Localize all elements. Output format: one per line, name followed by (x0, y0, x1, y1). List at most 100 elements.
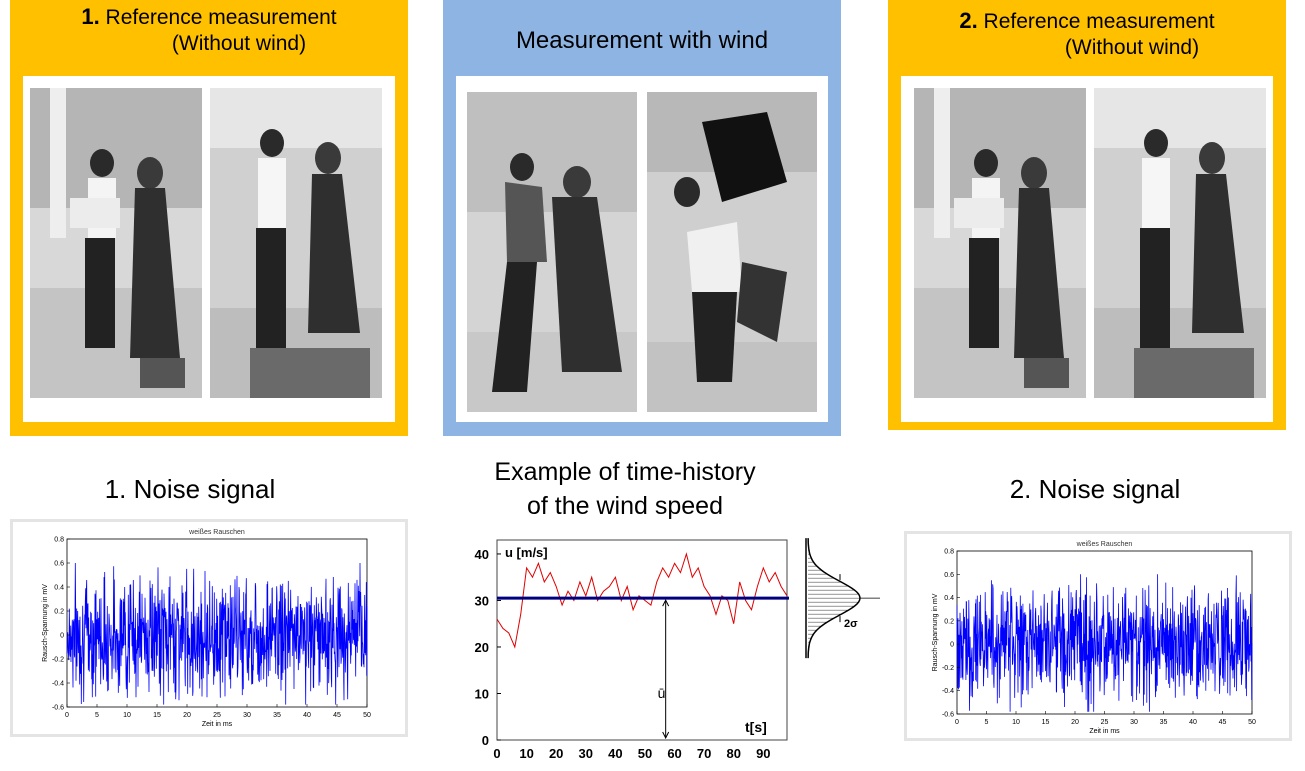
x-tick-label: 30 (579, 746, 593, 761)
noise-chart-1: weißes Rauschen 0 5 10 15 20 25 30 35 40 45 50 -0.6 -… (10, 519, 408, 737)
plot-area (496, 539, 788, 741)
x-axis-label: Zeit in ms (202, 721, 233, 728)
wind-photo-right (647, 92, 817, 412)
noise-signal-2-heading: 2. Noise signal (1009, 474, 1181, 504)
y-tick-label: -0.6 (52, 705, 64, 712)
x-axis-label: t[s] (745, 719, 767, 735)
x-tick-label: 15 (1042, 719, 1050, 726)
reference-2-line1: Reference measurement (983, 10, 1215, 33)
x-tick-label: 25 (213, 712, 221, 719)
x-tick-label: 35 (1160, 719, 1168, 726)
x-tick-label: 10 (123, 712, 131, 719)
x-tick-label: 30 (1130, 719, 1138, 726)
x-tick-label: 20 (549, 746, 563, 761)
photo-still-standing-couple (1094, 88, 1266, 398)
mean-arrow-head-down (662, 731, 670, 740)
wind-speed-chart: 0 10 20 30 40 0 10 20 30 40 50 60 70 80 90 u [m/s] t[s] ū… (460, 530, 880, 766)
y-tick-label: 0.4 (944, 595, 954, 602)
noise-series (66, 562, 368, 705)
x-tick-label: 15 (153, 712, 161, 719)
x-tick-label: 60 (667, 746, 681, 761)
y-axis-label: Rausch-Spannung in mV (932, 593, 939, 671)
x-axis-label: Zeit in ms (1089, 728, 1120, 735)
y-tick-label: 10 (475, 686, 489, 701)
wind-speed-chart-svg: 0 10 20 30 40 0 10 20 30 40 50 60 70 80 90 u [m/s] t[s] ū… (475, 537, 880, 761)
distribution-hatch (808, 537, 860, 659)
photo-windblown-couple (647, 92, 817, 412)
reference-1-photo-right (210, 88, 382, 398)
x-tick-label: 40 (608, 746, 622, 761)
reference-1-title: 1. Reference measurement (Without wind) (10, 4, 408, 57)
x-tick-label: 5 (95, 712, 99, 719)
y-tick-label: 40 (475, 547, 489, 562)
y-tick-label: 0.4 (54, 585, 64, 592)
reference-2-photo-right (1094, 88, 1266, 398)
y-tick-label: 20 (475, 640, 489, 655)
x-tick-label: 20 (183, 712, 191, 719)
photo-still-standing-couple (30, 88, 202, 398)
x-tick-label: 20 (1071, 719, 1079, 726)
x-tick-label: 45 (333, 712, 341, 719)
wind-speed-heading: Example of time-history of the wind spee… (440, 455, 810, 523)
sigma-label: 2σ (844, 618, 858, 630)
reference-panel-2: 2. Reference measurement (Without wind) (888, 0, 1286, 430)
x-tick-label: 40 (1189, 719, 1197, 726)
wind-photo-left (467, 92, 637, 412)
y-tick-label: 0.2 (944, 618, 954, 625)
wind-measurement-panel: Measurement with wind (443, 0, 841, 436)
photo-still-standing-couple (210, 88, 382, 398)
x-tick-label: 40 (303, 712, 311, 719)
reference-2-line2: (Without wind) (1064, 36, 1200, 59)
wind-speed-series (496, 552, 788, 649)
reference-2-number: 2. (959, 8, 978, 33)
reference-1-number: 1. (81, 4, 100, 29)
reference-1-photo-left (30, 88, 202, 398)
y-tick-label: 0.8 (54, 537, 64, 544)
y-tick-label: 30 (475, 593, 489, 608)
reference-1-line1: Reference measurement (105, 6, 337, 29)
x-tick-label: 10 (519, 746, 533, 761)
reference-panel-1: 1. Reference measurement (Without wind) (10, 0, 408, 436)
x-tick-label: 80 (727, 746, 741, 761)
reference-1-line2: (Without wind) (171, 32, 307, 55)
photo-still-standing-couple (914, 88, 1086, 398)
wind-panel-title: Measurement with wind (515, 27, 769, 54)
x-tick-label: 35 (273, 712, 281, 719)
y-tick-label: -0.6 (942, 712, 954, 719)
x-tick-label: 0 (955, 719, 959, 726)
chart-title: weißes Rauschen (188, 529, 245, 536)
x-tick-label: 10 (1012, 719, 1020, 726)
y-tick-label: 0 (950, 642, 954, 649)
x-tick-label: 70 (697, 746, 711, 761)
x-tick-label: 45 (1219, 719, 1227, 726)
y-tick-label: 0.8 (944, 549, 954, 556)
x-tick-label: 90 (756, 746, 770, 761)
x-tick-label: 25 (1101, 719, 1109, 726)
photo-windblown-couple (467, 92, 637, 412)
x-tick-label: 50 (638, 746, 652, 761)
x-tick-label: 5 (985, 719, 989, 726)
noise-series (956, 574, 1253, 712)
x-tick-label: 0 (65, 712, 69, 719)
y-axis-label: u [m/s] (505, 545, 548, 560)
y-tick-label: -0.4 (52, 681, 64, 688)
y-axis-label: Rausch-Spannung in mV (42, 584, 49, 662)
y-tick-label: 0.6 (54, 561, 64, 568)
y-tick-label: -0.2 (942, 665, 954, 672)
mean-arrow-head-up (662, 599, 670, 607)
reference-2-title: 2. Reference measurement (Without wind) (888, 8, 1286, 61)
x-tick-label: 30 (243, 712, 251, 719)
y-tick-label: 0 (482, 733, 489, 748)
noise-chart-2: weißes Rauschen 0 5 10 15 20 25 30 35 40 45 50 -0.6 -… (904, 531, 1292, 741)
x-tick-label: 0 (493, 746, 500, 761)
noise-signal-1-heading: 1. Noise signal (104, 474, 276, 504)
y-tick-label: 0 (60, 633, 64, 640)
y-tick-label: 0.2 (54, 609, 64, 616)
y-tick-label: 0.6 (944, 572, 954, 579)
noise-chart-2-svg: weißes Rauschen 0 5 10 15 20 25 30 35 40 45 50 -0.6 -… (932, 541, 1256, 735)
x-tick-label: 50 (363, 712, 371, 719)
y-tick-label: -0.4 (942, 688, 954, 695)
reference-2-photo-left (914, 88, 1086, 398)
wind-speed-heading-line2: of the wind speed (527, 492, 723, 520)
chart-title: weißes Rauschen (1076, 541, 1133, 548)
